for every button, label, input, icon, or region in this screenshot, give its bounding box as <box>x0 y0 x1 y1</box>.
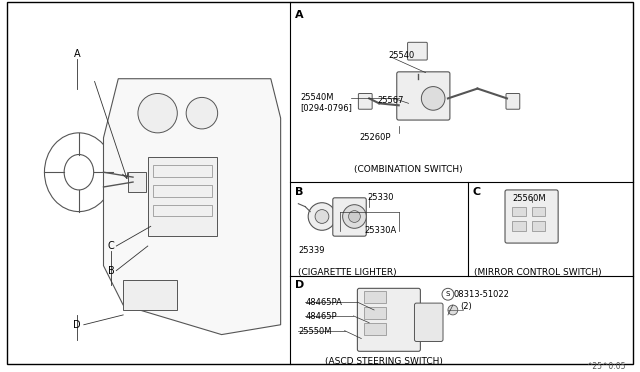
Text: S: S <box>445 291 450 297</box>
Bar <box>364 291 386 303</box>
Bar <box>153 205 212 217</box>
Bar <box>364 307 386 319</box>
Text: 25550M: 25550M <box>298 327 332 336</box>
Text: D: D <box>296 280 305 291</box>
Bar <box>512 221 525 231</box>
Bar <box>123 280 177 310</box>
Circle shape <box>308 203 336 230</box>
Circle shape <box>349 211 360 222</box>
Bar <box>153 165 212 177</box>
Text: B: B <box>296 187 304 197</box>
Bar <box>128 172 146 192</box>
Text: B: B <box>108 266 115 276</box>
Text: 25330A: 25330A <box>364 226 397 235</box>
Circle shape <box>421 87 445 110</box>
FancyBboxPatch shape <box>358 93 372 109</box>
Text: 25339: 25339 <box>298 246 325 255</box>
Text: (ASCD STEERING SWITCH): (ASCD STEERING SWITCH) <box>325 357 443 366</box>
FancyBboxPatch shape <box>505 190 558 243</box>
Text: C: C <box>108 241 115 251</box>
Text: A: A <box>296 10 304 20</box>
Text: A: A <box>74 49 80 59</box>
FancyBboxPatch shape <box>506 93 520 109</box>
Text: (CIGARETTE LIGHTER): (CIGARETTE LIGHTER) <box>298 268 397 277</box>
Circle shape <box>442 288 454 300</box>
Text: 25330: 25330 <box>367 193 394 202</box>
Circle shape <box>448 305 458 315</box>
Text: 25567: 25567 <box>377 96 404 105</box>
Text: 25260P: 25260P <box>360 133 391 142</box>
Text: 48465P: 48465P <box>305 312 337 321</box>
Bar <box>148 157 217 236</box>
Bar <box>532 207 545 217</box>
Text: (MIRROR CONTROL SWITCH): (MIRROR CONTROL SWITCH) <box>474 268 601 277</box>
FancyBboxPatch shape <box>333 198 366 236</box>
Circle shape <box>186 97 218 129</box>
FancyBboxPatch shape <box>397 72 450 120</box>
Text: (COMBINATION SWITCH): (COMBINATION SWITCH) <box>355 165 463 174</box>
FancyBboxPatch shape <box>357 288 420 351</box>
Text: [0294-0796]: [0294-0796] <box>300 103 352 112</box>
Text: 25540M: 25540M <box>300 93 334 103</box>
Text: C: C <box>472 187 481 197</box>
Circle shape <box>315 209 329 224</box>
Text: (2): (2) <box>461 302 472 311</box>
Text: 25540: 25540 <box>389 51 415 60</box>
FancyBboxPatch shape <box>408 42 428 60</box>
Bar <box>364 323 386 334</box>
Text: 48465PA: 48465PA <box>305 298 342 307</box>
Bar <box>532 221 545 231</box>
Text: 08313-51022: 08313-51022 <box>454 290 509 299</box>
Bar <box>153 185 212 197</box>
Text: ^25^0:05: ^25^0:05 <box>586 362 625 371</box>
Text: D: D <box>73 320 81 330</box>
Polygon shape <box>104 79 280 334</box>
Text: 25560M: 25560M <box>512 194 545 203</box>
Circle shape <box>342 205 366 228</box>
FancyBboxPatch shape <box>415 303 443 341</box>
Circle shape <box>138 93 177 133</box>
Bar <box>512 207 525 217</box>
